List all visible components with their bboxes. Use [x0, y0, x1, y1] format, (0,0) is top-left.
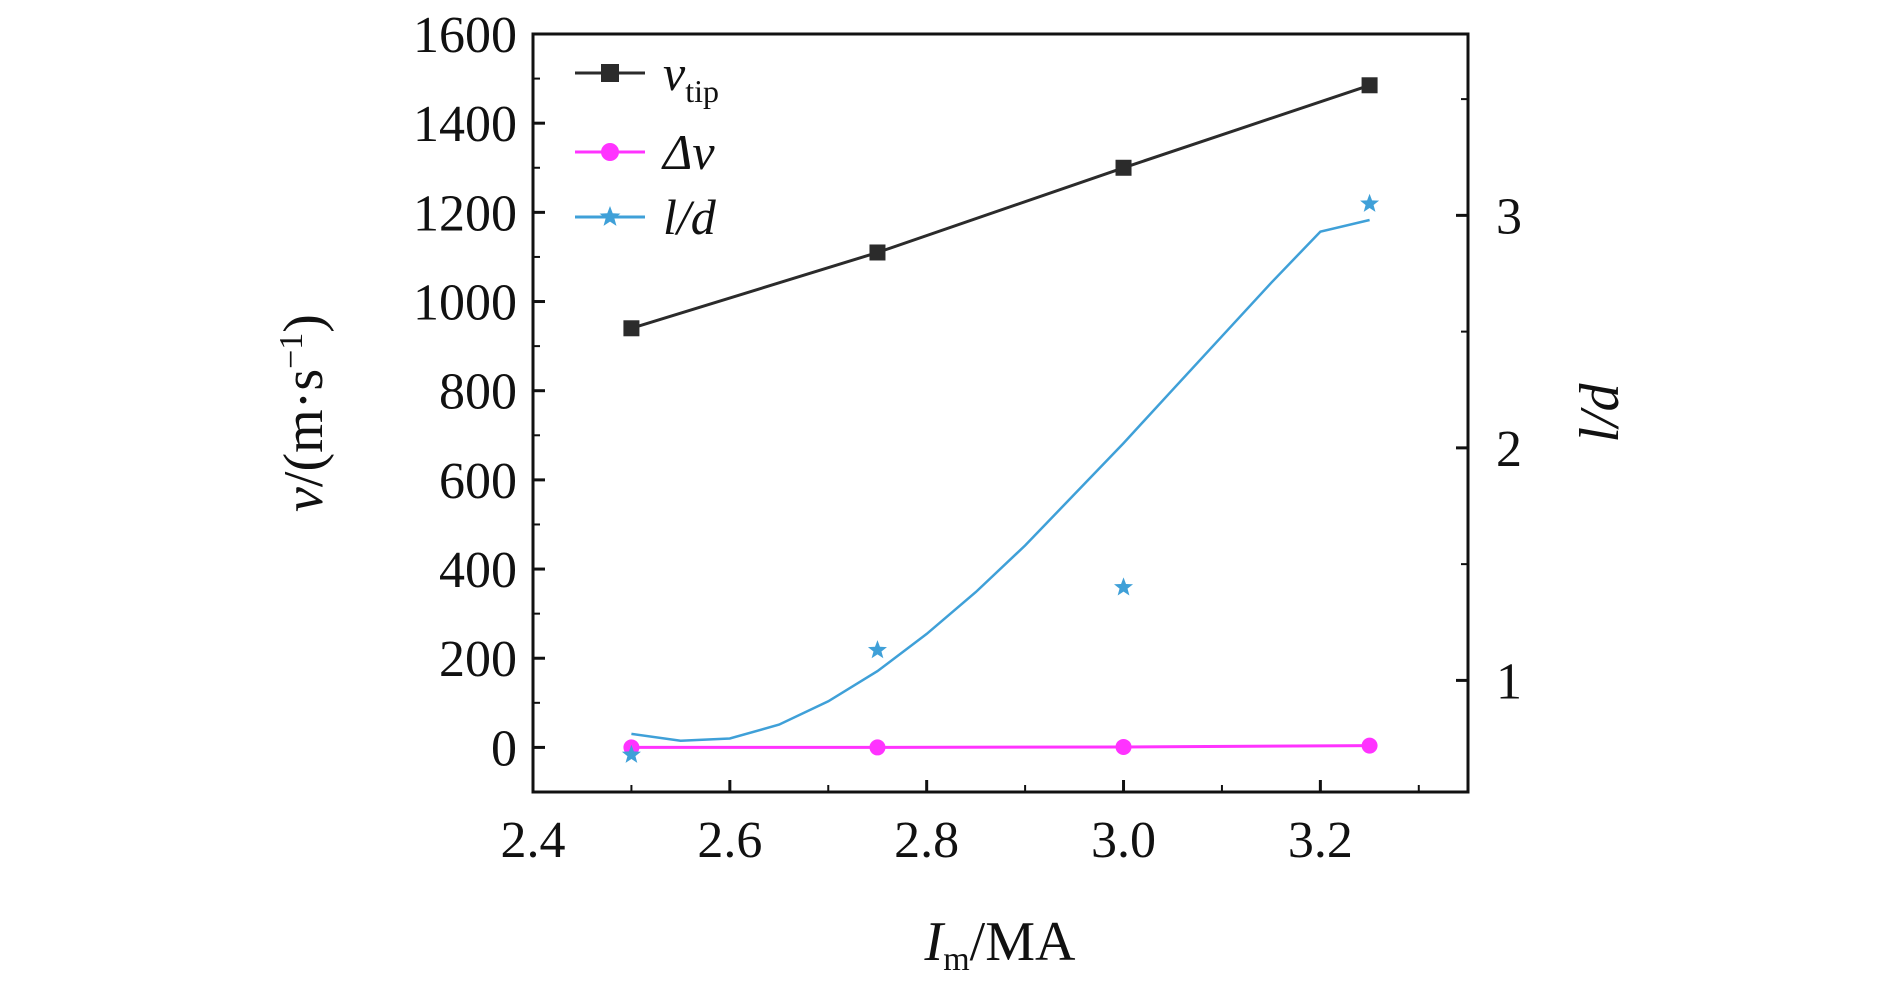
- x-tick-label: 3.2: [1288, 812, 1353, 869]
- legend: vtip Δv l/d: [575, 45, 719, 245]
- legend-label-vtip-sub: tip: [685, 73, 719, 109]
- legend-label-vtip-main: v: [663, 45, 686, 101]
- right-y-axis-ticks: 1 2 3: [1456, 98, 1522, 710]
- svg-text:v/(m·s−1): v/(m·s−1): [273, 314, 335, 512]
- left-y-tick-label: 1400: [413, 96, 517, 153]
- ld-fit-curve: [631, 218, 1370, 743]
- left-y-tick-label: 200: [439, 631, 517, 688]
- right-y-axis-title-text: l/d: [1569, 382, 1631, 442]
- left-y-tick-label: 800: [439, 364, 517, 421]
- left-y-tick-label: 400: [439, 542, 517, 599]
- left-y-axis-title-sup: −1: [273, 333, 310, 369]
- x-tick-label: 2.4: [501, 812, 566, 869]
- left-y-axis-title: v/(m·s−1): [273, 314, 335, 512]
- dv-point: [1115, 738, 1132, 755]
- left-y-tick-label: 1000: [413, 275, 517, 332]
- vtip-point: [623, 320, 640, 337]
- right-y-tick-label: 3: [1496, 188, 1522, 245]
- x-axis-title-tail: /MA: [970, 911, 1076, 973]
- vtip-point: [869, 244, 886, 261]
- svg-text:Im/MA: Im/MA: [924, 911, 1076, 978]
- left-y-tick-label: 1200: [413, 185, 517, 242]
- left-y-tick-label: 1600: [413, 7, 517, 64]
- ld-point: [867, 640, 887, 659]
- legend-item-dv: Δv: [575, 124, 715, 180]
- right-y-tick-label: 1: [1496, 653, 1522, 710]
- ld-point: [621, 744, 641, 763]
- ld-point: [1114, 577, 1134, 596]
- left-y-axis-title-main: v: [273, 487, 335, 512]
- left-y-tick-label: 0: [491, 720, 517, 777]
- series-layer: [621, 77, 1380, 763]
- left-y-tick-label: 600: [439, 453, 517, 510]
- right-y-axis-title: l/d: [1569, 382, 1631, 442]
- svg-text:vtip: vtip: [663, 45, 719, 109]
- dv-line: [631, 744, 1370, 749]
- legend-label-dv: Δv: [661, 124, 715, 180]
- x-tick-label: 3.0: [1091, 812, 1156, 869]
- legend-item-ld: l/d: [575, 189, 717, 245]
- ld-point: [1360, 193, 1380, 212]
- x-axis-title-sub: m: [943, 941, 969, 978]
- left-y-axis-title-tail: /(m·s: [273, 369, 335, 487]
- x-axis-ticks: 2.4 2.6 2.8 3.0 3.2: [501, 780, 1420, 869]
- vtip-point: [1361, 77, 1378, 94]
- vtip-line: [630, 83, 1371, 330]
- dv-point: [1361, 737, 1378, 754]
- plot-frame: [531, 32, 1470, 794]
- legend-marker-square: [601, 64, 619, 82]
- vtip-point: [1115, 159, 1132, 176]
- legend-marker-circle: [601, 143, 619, 161]
- x-axis-title-main: I: [924, 911, 946, 973]
- right-y-tick-label: 2: [1496, 421, 1522, 478]
- legend-marker-star: [599, 206, 621, 226]
- dv-point: [869, 739, 886, 756]
- legend-item-vtip: vtip: [575, 45, 719, 109]
- legend-label-ld: l/d: [663, 189, 717, 245]
- x-tick-label: 2.6: [697, 812, 762, 869]
- x-tick-label: 2.8: [894, 812, 959, 869]
- left-y-axis-title-close: ): [273, 314, 335, 333]
- left-y-axis-ticks: 0 200 400 600 800 1000 1200 1400 1600: [413, 7, 545, 793]
- x-axis-title: Im/MA: [924, 911, 1076, 978]
